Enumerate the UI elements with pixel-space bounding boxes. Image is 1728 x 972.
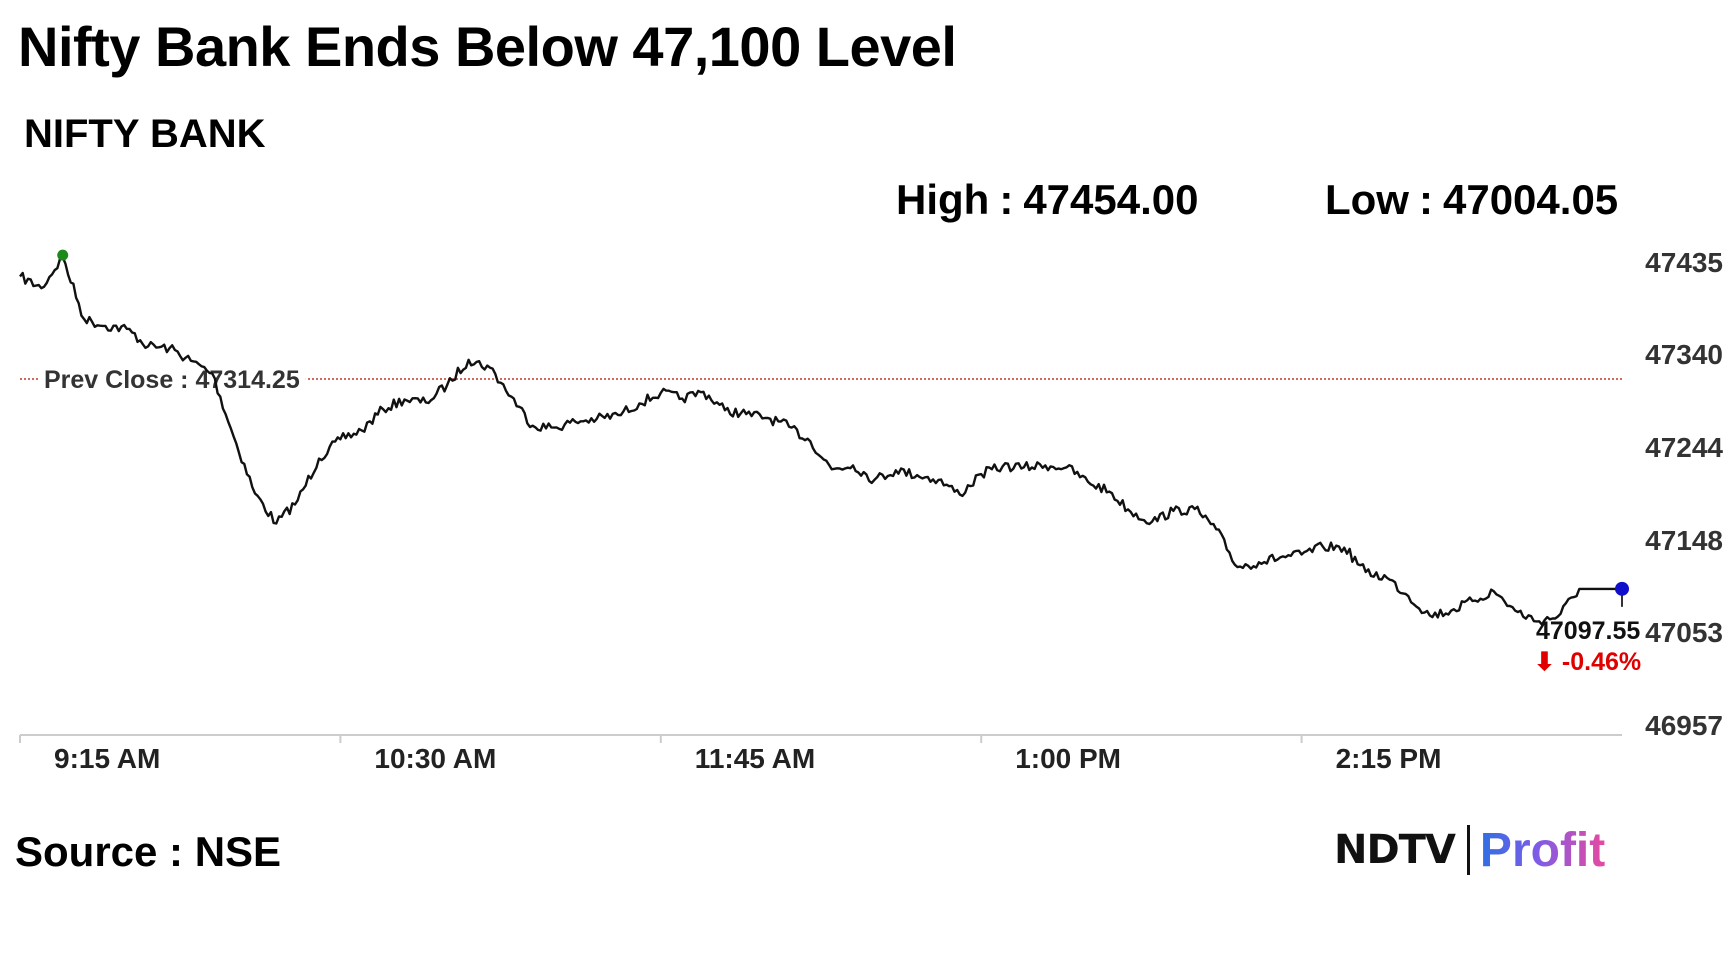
y-tick-label: 47435 — [1645, 247, 1723, 278]
low-value: 47004.05 — [1442, 176, 1619, 223]
source-label: Source : NSE — [15, 828, 282, 875]
x-axis-ticks: 9:15 AM 10:30 AM 11:45 AM 1:00 PM 2:15 PM — [19, 735, 1442, 774]
y-tick-label: 47340 — [1645, 339, 1723, 370]
low-stat: Low:47004.05 — [1325, 176, 1618, 224]
last-price-marker — [1615, 581, 1629, 596]
x-tick-label: 1:00 PM — [1015, 743, 1121, 774]
y-tick-label: 47244 — [1645, 432, 1723, 463]
x-tick-label: 10:30 AM — [374, 743, 496, 774]
y-tick-label: 46957 — [1645, 710, 1723, 741]
high-stat: High:47454.00 — [896, 176, 1199, 224]
change-percent-label: ⬇ -0.46% — [1534, 648, 1641, 676]
x-tick-label: 2:15 PM — [1336, 743, 1442, 774]
logo-profit: Profit — [1479, 823, 1606, 877]
prev-close-label-bg — [38, 363, 306, 396]
index-name: NIFTY BANK — [24, 112, 266, 156]
high-value: 47454.00 — [1023, 176, 1199, 223]
ndtv-profit-logo: NDTV Profit — [1334, 823, 1606, 877]
x-tick-label: 9:15 AM — [54, 743, 160, 774]
logo-divider — [1466, 825, 1470, 875]
high-label: High — [896, 176, 990, 223]
day-high-marker — [57, 249, 69, 261]
y-tick-label: 47148 — [1645, 525, 1723, 556]
headline: Nifty Bank Ends Below 47,100 Level — [18, 15, 957, 78]
low-label: Low — [1325, 176, 1409, 223]
price-line — [19, 256, 1622, 626]
high-separator: : — [999, 176, 1014, 223]
y-tick-label: 47053 — [1645, 617, 1723, 648]
last-price-label: 47097.55 — [1536, 617, 1640, 645]
logo-ndtv: NDTV — [1334, 827, 1456, 873]
prev-close-label: Prev Close : 47314.25 — [44, 366, 300, 394]
low-separator: : — [1418, 176, 1433, 223]
x-tick-label: 11:45 AM — [695, 743, 815, 774]
y-axis-ticks: 47435 47340 47244 47148 47053 46957 — [1645, 247, 1723, 741]
